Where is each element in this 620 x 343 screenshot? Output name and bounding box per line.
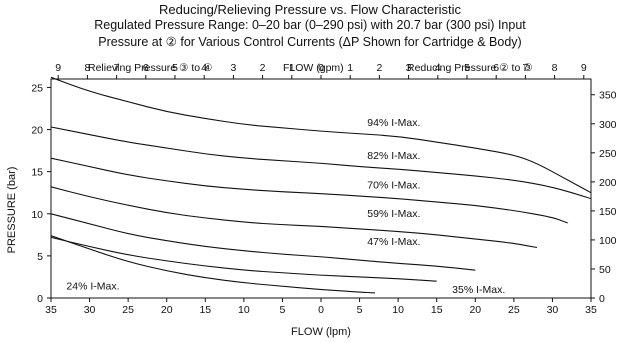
- series-label-3: 59% I-Max.: [367, 208, 420, 220]
- series-label-bg: [365, 178, 430, 192]
- series-line-6: [50, 236, 437, 282]
- right-axis: 0 50 100 150 200 250 300 350: [591, 90, 617, 305]
- y-tick-label: 0: [37, 293, 43, 305]
- x-tick-label: 30: [547, 304, 559, 316]
- series-line-5: [50, 235, 376, 294]
- right-tick-label: 200: [599, 177, 617, 189]
- y-tick-label: 20: [31, 125, 43, 137]
- series-label-6: 35% I-Max.: [452, 284, 505, 296]
- series-label-bg: [365, 116, 430, 130]
- series-line-0: [50, 76, 592, 194]
- x-tick-label: 30: [84, 304, 96, 316]
- series-line-1: [50, 126, 592, 200]
- right-tick-label: 50: [599, 264, 611, 276]
- x-tick-label: 20: [161, 304, 173, 316]
- series-label-bg: [365, 207, 430, 221]
- x-tick-label: 15: [199, 304, 211, 316]
- right-tick-label: 150: [599, 206, 617, 218]
- top-tick-label: 6: [143, 62, 149, 74]
- y-tick-label: 10: [31, 209, 43, 221]
- relieving-pressure-label: Relieving Pressure ③ to ④: [88, 62, 213, 74]
- y-tick-label: 15: [31, 167, 43, 179]
- chart-title: Reducing/Relieving Pressure vs. Flow Cha…: [158, 2, 461, 17]
- top-tick-label: 5: [464, 62, 470, 74]
- top-tick-label: 9: [55, 62, 61, 74]
- series-label-1: 82% I-Max.: [367, 150, 420, 162]
- right-tick-label: 100: [599, 235, 617, 247]
- series-label-5: 24% I-Max.: [66, 281, 119, 293]
- right-tick-label: 300: [599, 119, 617, 131]
- plot-frame: [50, 78, 592, 299]
- x-tick-label: 25: [122, 304, 134, 316]
- series-line-2: [50, 157, 569, 224]
- x-tick-label: 5: [357, 304, 363, 316]
- x-tick-label: 0: [318, 304, 324, 316]
- series-labels: 94% I-Max. 82% I-Max. 70% I-Max. 59% I-Max.…: [64, 116, 515, 296]
- x-tick-label: 25: [508, 304, 520, 316]
- top-tick-label: 4: [201, 62, 207, 74]
- series-line-3: [50, 186, 538, 249]
- x-tick-label: 20: [469, 304, 481, 316]
- top-tick-label: 3: [406, 62, 412, 74]
- series-label-bg: [365, 149, 430, 163]
- x-tick-label: 35: [45, 304, 57, 316]
- top-tick-label: 0: [318, 62, 324, 74]
- y-tick-label: 25: [31, 82, 43, 94]
- bottom-axis: 35 30 25 20 15 10 5 0 5 10 15 20 25 30 35: [45, 298, 597, 316]
- top-tick-label: 9: [581, 62, 587, 74]
- top-tick-label: 1: [347, 62, 353, 74]
- right-tick-label: 250: [599, 148, 617, 160]
- top-axis-title: FLOW (gpm): [283, 62, 344, 74]
- series-label-4: 47% I-Max.: [367, 236, 420, 248]
- top-tick-label: 8: [552, 62, 558, 74]
- series-line-4: [50, 213, 476, 271]
- x-axis-label: FLOW (lpm): [291, 326, 351, 338]
- right-tick-label: 0: [599, 293, 605, 305]
- top-tick-label: 3: [230, 62, 236, 74]
- series-label-0: 94% I-Max.: [367, 117, 420, 129]
- top-tick-label: 7: [522, 62, 528, 74]
- x-tick-label: 5: [280, 304, 286, 316]
- right-tick-label: 350: [599, 90, 617, 102]
- series-lines: [50, 76, 592, 294]
- series-label-2: 70% I-Max.: [367, 180, 420, 192]
- y-axis-label: PRESSURE (bar): [6, 167, 18, 254]
- top-tick-label: 8: [84, 62, 90, 74]
- series-label-bg: [64, 279, 129, 293]
- top-tick-label: 6: [493, 62, 499, 74]
- top-tick-label: 2: [376, 62, 382, 74]
- y-tick-label: 5: [37, 251, 43, 263]
- chart-subtitle-2: Pressure at ② for Various Control Curren…: [98, 35, 522, 49]
- plot-area: [50, 78, 592, 299]
- top-tick-label: 4: [435, 62, 441, 74]
- reducing-pressure-label: Reducing Pressure ② to ③: [407, 62, 533, 74]
- x-tick-label: 35: [585, 304, 597, 316]
- x-tick-label: 15: [431, 304, 443, 316]
- series-label-bg: [365, 234, 430, 248]
- top-tick-label: 2: [260, 62, 266, 74]
- chart-subtitle-1: Regulated Pressure Range: 0–20 bar (0–29…: [94, 18, 526, 32]
- x-tick-label: 10: [238, 304, 250, 316]
- series-label-bg: [450, 282, 515, 296]
- top-axis: 9 8 7 6 5 4 3 2 1 0 1 2 3 4 5 6 7 8 9: [55, 62, 587, 79]
- x-tick-label: 10: [392, 304, 404, 316]
- left-axis: 0 5 10 15 20 25: [31, 82, 51, 305]
- top-tick-label: 7: [114, 62, 120, 74]
- top-tick-label: 1: [289, 62, 295, 74]
- top-tick-label: 5: [172, 62, 178, 74]
